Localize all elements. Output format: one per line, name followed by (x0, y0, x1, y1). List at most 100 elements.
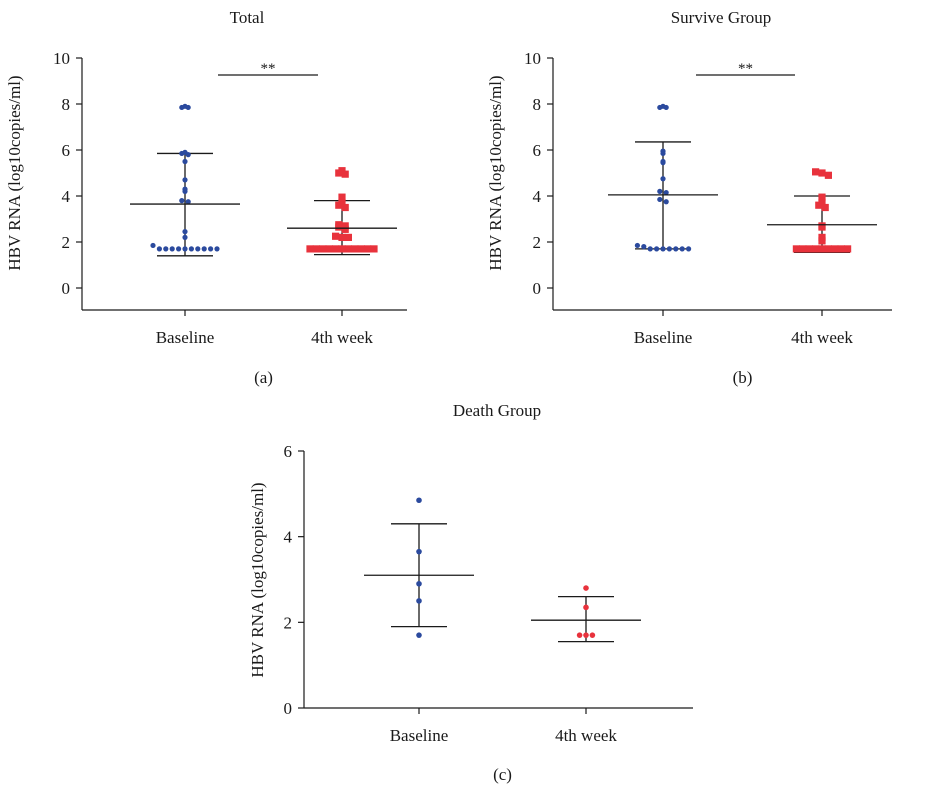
panel-label: (c) (493, 765, 512, 784)
data-point (583, 604, 589, 611)
data-point (182, 234, 188, 240)
data-point-square (824, 171, 832, 179)
data-point-square (338, 167, 346, 175)
y-tick-label: 8 (533, 95, 542, 114)
x-tick-label: 4th week (791, 328, 853, 347)
data-point (169, 246, 175, 252)
data-point (179, 150, 185, 157)
data-point (182, 246, 188, 252)
data-point (641, 244, 647, 250)
y-axis-label: HBV RNA (log10copies/ml) (248, 482, 267, 677)
data-point-square (338, 245, 346, 253)
data-point (657, 188, 663, 194)
data-point-square (792, 245, 800, 253)
data-point (150, 242, 156, 249)
data-point (657, 196, 663, 203)
data-point-square (818, 223, 826, 231)
data-point-square (818, 245, 826, 253)
significance-label: ** (738, 61, 753, 77)
data-point-square (837, 245, 845, 253)
data-point (182, 188, 188, 194)
y-tick-label: 10 (53, 49, 70, 68)
data-point-square (815, 201, 823, 209)
data-point (176, 246, 182, 252)
data-point-square (818, 169, 826, 177)
y-tick-label: 4 (284, 528, 293, 547)
data-point (208, 246, 214, 252)
data-point (182, 158, 188, 165)
y-tick-label: 6 (284, 442, 293, 461)
y-tick-label: 4 (533, 187, 542, 206)
data-point (416, 497, 422, 504)
data-point (156, 246, 162, 252)
data-point (657, 104, 663, 111)
panel-b: Survive Group 0 2 4 6 8 10 HBV RNA (log10copies… (486, 8, 892, 387)
y-tick-label: 0 (62, 279, 71, 298)
data-point (663, 189, 669, 196)
data-point-square (370, 245, 378, 253)
data-point (185, 199, 191, 205)
significance-label: ** (261, 61, 276, 77)
data-point (660, 176, 666, 182)
data-point-square (344, 233, 352, 241)
y-axis-label: HBV RNA (log10copies/ml) (486, 75, 505, 270)
data-point-square (812, 168, 820, 176)
data-point-square (821, 203, 829, 212)
data-point (686, 246, 692, 252)
data-point (182, 229, 188, 235)
data-point (416, 632, 422, 638)
data-point (679, 246, 685, 252)
data-point (654, 246, 660, 252)
x-tick-label: Baseline (156, 328, 215, 347)
data-point (673, 246, 679, 252)
y-tick-label: 0 (284, 699, 293, 718)
chart-title: Total (230, 8, 265, 27)
data-point (660, 160, 666, 166)
panel-a: Total 0 2 4 6 8 10 HBV RNA (log10copies/ml) Base… (5, 8, 407, 387)
data-point-square (341, 203, 349, 212)
data-point (214, 246, 220, 252)
data-point (660, 246, 666, 252)
y-tick-label: 8 (62, 95, 71, 114)
x-tick-label: 4th week (555, 726, 617, 745)
x-tick-label: Baseline (634, 328, 693, 347)
data-point (179, 104, 185, 111)
data-point (188, 246, 194, 252)
data-point-square (312, 245, 320, 253)
data-point (589, 632, 596, 638)
data-point (663, 104, 669, 111)
data-point-square (818, 233, 826, 241)
y-tick-label: 2 (284, 613, 293, 632)
data-point (583, 585, 589, 591)
y-tick-label: 2 (533, 233, 542, 252)
data-point (416, 580, 422, 587)
y-tick-label: 2 (62, 233, 71, 252)
data-point-square (818, 193, 826, 201)
y-axis-label: HBV RNA (log10copies/ml) (5, 75, 24, 270)
data-point (416, 548, 422, 555)
data-point (201, 246, 207, 252)
y-tick-label: 4 (62, 187, 71, 206)
data-point (666, 246, 673, 252)
data-point (179, 198, 185, 204)
x-tick-label: Baseline (390, 726, 449, 745)
data-point (185, 104, 191, 111)
data-point (195, 246, 201, 252)
chart-title: Death Group (453, 401, 541, 420)
data-point-square (844, 245, 852, 253)
y-tick-label: 6 (62, 141, 71, 160)
y-tick-label: 10 (524, 49, 541, 68)
panel-label: (b) (733, 368, 753, 387)
data-point (663, 199, 669, 205)
data-point-square (799, 245, 807, 253)
data-point-square (824, 245, 832, 253)
y-tick-label: 6 (533, 141, 542, 160)
data-point-square (325, 245, 333, 253)
data-point-square (364, 245, 372, 253)
x-tick-label: 4th week (311, 328, 373, 347)
data-point-square (344, 245, 352, 253)
data-point (163, 246, 169, 252)
data-point-square (306, 245, 314, 253)
data-point-square (831, 245, 839, 253)
